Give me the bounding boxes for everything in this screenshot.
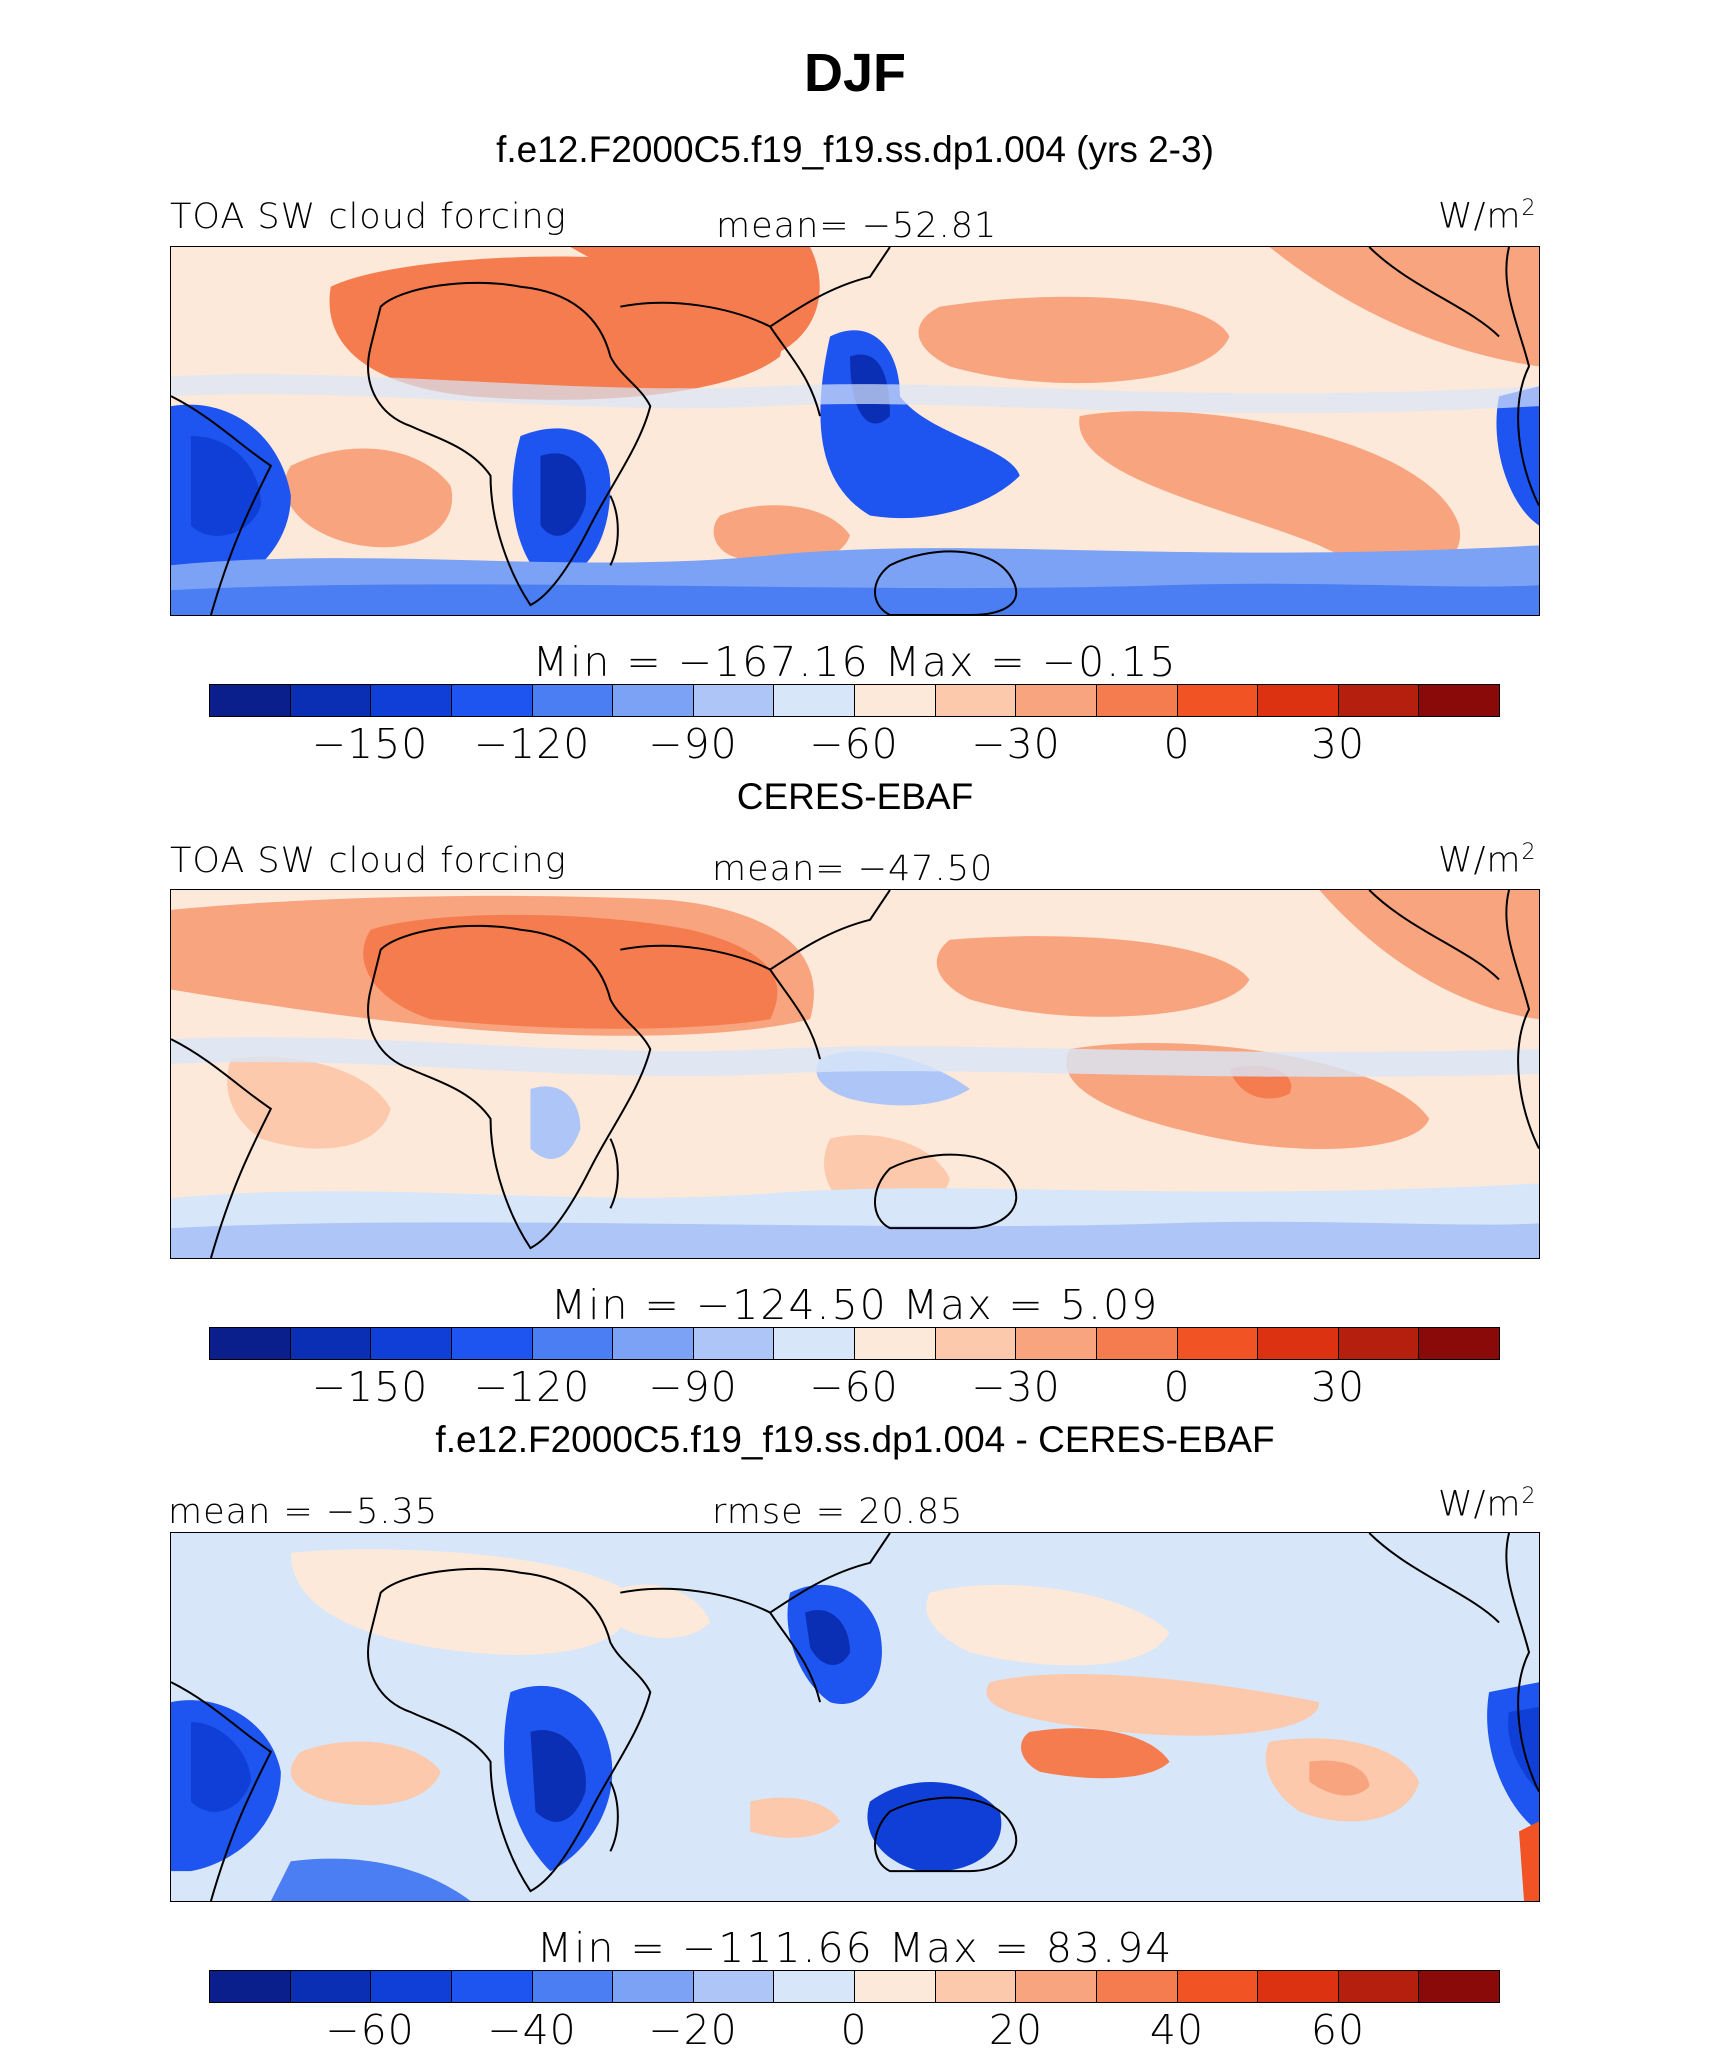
panel-1-variable-label: TOA SW cloud forcing <box>170 197 567 237</box>
colorbar-swatch <box>613 1328 694 1359</box>
panel-1-colorbar <box>209 684 1500 717</box>
colorbar-swatch <box>693 1328 775 1359</box>
panel-3-field <box>171 1533 1539 1901</box>
colorbar-swatch <box>855 685 936 716</box>
colorbar-swatch <box>210 1328 291 1359</box>
panel-3-min-max: Min = −111.66 Max = 83.94 <box>536 1924 1174 1972</box>
panel-3-tick: 60 <box>1310 2006 1366 2054</box>
panel-2-field <box>171 890 1539 1258</box>
colorbar-swatch <box>1419 1971 1499 2002</box>
colorbar-swatch <box>1338 685 1420 716</box>
colorbar-swatch <box>1016 1971 1097 2002</box>
panel-3-title: f.e12.F2000C5.f19_f19.ss.dp1.004 - CERES… <box>435 1419 1275 1460</box>
colorbar-swatch <box>451 685 533 716</box>
panel-2-tick: −90 <box>648 1363 738 1411</box>
colorbar-swatch <box>774 1971 855 2002</box>
panel-2-min-max: Min = −124.50 Max = 5.09 <box>550 1281 1160 1329</box>
panel-2-colorbar <box>209 1327 1500 1360</box>
colorbar-swatch <box>1096 685 1178 716</box>
panel-1-tick: −90 <box>648 720 738 768</box>
colorbar-swatch <box>532 1328 614 1359</box>
colorbar-swatch <box>935 685 1017 716</box>
colorbar-swatch <box>1177 1971 1259 2002</box>
panel-3-rmse-label: rmse = 20.85 <box>712 1492 964 1532</box>
panel-1-tick: −120 <box>473 720 591 768</box>
colorbar-swatch <box>935 1971 1017 2002</box>
colorbar-swatch <box>1338 1971 1420 2002</box>
panel-1-min-max: Min = −167.16 Max = −0.15 <box>532 638 1178 686</box>
colorbar-swatch <box>290 1971 372 2002</box>
panel-1-tick: 30 <box>1310 720 1366 768</box>
colorbar-swatch <box>451 1328 533 1359</box>
colorbar-swatch <box>371 1971 452 2002</box>
colorbar-swatch <box>774 1328 855 1359</box>
colorbar-swatch <box>290 685 372 716</box>
panel-3-tick: 40 <box>1149 2006 1205 2054</box>
panel-3-map <box>170 1532 1540 1902</box>
colorbar-swatch <box>451 1971 533 2002</box>
panel-3-colorbar <box>209 1970 1500 2003</box>
colorbar-swatch <box>210 1971 291 2002</box>
panel-2-title: CERES-EBAF <box>736 776 974 817</box>
colorbar-swatch <box>1016 685 1097 716</box>
panel-1-field <box>171 247 1539 615</box>
panel-3-tick: 20 <box>988 2006 1044 2054</box>
panel-2-tick: 0 <box>1163 1363 1191 1411</box>
colorbar-swatch <box>935 1328 1017 1359</box>
colorbar-swatch <box>1177 685 1259 716</box>
colorbar-swatch <box>371 685 452 716</box>
panel-3-tick: −40 <box>487 2006 577 2054</box>
panel-3-mean-label: mean = −5.35 <box>168 1492 439 1532</box>
colorbar-swatch <box>1096 1971 1178 2002</box>
panel-1-title: f.e12.F2000C5.f19_f19.ss.dp1.004 (yrs 2-… <box>496 129 1214 170</box>
colorbar-swatch <box>855 1971 936 2002</box>
panel-1-tick: −30 <box>971 720 1061 768</box>
colorbar-swatch <box>532 1971 614 2002</box>
panel-2-tick: −120 <box>473 1363 591 1411</box>
panel-1-map <box>170 246 1540 616</box>
panel-2-tick: −60 <box>809 1363 899 1411</box>
panel-3-tick: −20 <box>648 2006 738 2054</box>
panel-2-tick: 30 <box>1310 1363 1366 1411</box>
colorbar-swatch <box>532 685 614 716</box>
colorbar-swatch <box>1096 1328 1178 1359</box>
colorbar-swatch <box>1258 685 1339 716</box>
colorbar-swatch <box>1258 1971 1339 2002</box>
colorbar-swatch <box>855 1328 936 1359</box>
colorbar-swatch <box>693 1971 775 2002</box>
colorbar-swatch <box>693 685 775 716</box>
colorbar-swatch <box>613 685 694 716</box>
main-title: DJF <box>803 43 906 103</box>
panel-1-mean-label: mean= −52.81 <box>716 206 998 246</box>
colorbar-swatch <box>210 685 291 716</box>
panel-1-units: W/m2 <box>1438 196 1537 237</box>
panel-2-map <box>170 889 1540 1259</box>
colorbar-swatch <box>1016 1328 1097 1359</box>
panel-3-units: W/m2 <box>1438 1484 1537 1525</box>
colorbar-swatch <box>1258 1328 1339 1359</box>
panel-2-units: W/m2 <box>1438 840 1537 881</box>
colorbar-swatch <box>1177 1328 1259 1359</box>
panel-2-mean-label: mean= −47.50 <box>712 849 994 889</box>
panel-1-tick: −60 <box>809 720 899 768</box>
panel-3-tick: 0 <box>840 2006 868 2054</box>
colorbar-swatch <box>371 1328 452 1359</box>
panel-3-tick: −60 <box>325 2006 415 2054</box>
panel-1-tick: 0 <box>1163 720 1191 768</box>
colorbar-swatch <box>1419 685 1499 716</box>
colorbar-swatch <box>290 1328 372 1359</box>
colorbar-swatch <box>613 1971 694 2002</box>
colorbar-swatch <box>1419 1328 1499 1359</box>
panel-2-variable-label: TOA SW cloud forcing <box>170 841 567 881</box>
colorbar-swatch <box>1338 1328 1420 1359</box>
colorbar-swatch <box>774 685 855 716</box>
panel-1-tick: −150 <box>311 720 429 768</box>
panel-2-tick: −150 <box>311 1363 429 1411</box>
panel-2-tick: −30 <box>971 1363 1061 1411</box>
